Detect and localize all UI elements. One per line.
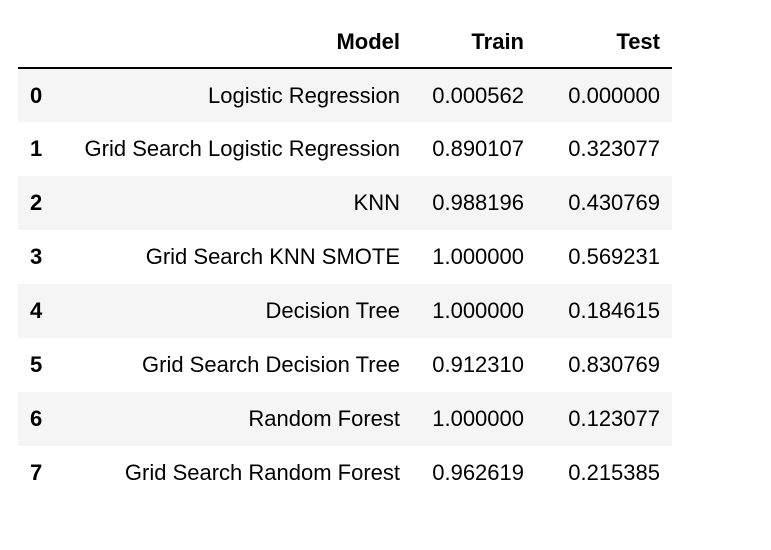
cell-train: 0.000562 bbox=[432, 82, 524, 108]
cell-model: Grid Search KNN SMOTE bbox=[145, 244, 400, 269]
cell-test: 0.000000 bbox=[568, 82, 660, 108]
row-index: 3 bbox=[30, 244, 43, 269]
cell-test: 0.569231 bbox=[568, 244, 660, 269]
table-header: Model Train Test bbox=[18, 16, 672, 69]
cell-train: 0.912310 bbox=[432, 352, 524, 377]
table-row: 7 Grid Search Random Forest 0.962619 0.2153… bbox=[18, 446, 672, 500]
header-model: Model bbox=[58, 16, 412, 69]
row-index: 4 bbox=[30, 298, 43, 323]
cell-model: Grid Search Decision Tree bbox=[142, 352, 400, 377]
cell-test: 0.215385 bbox=[568, 460, 660, 485]
cell-model: KNN bbox=[353, 190, 400, 215]
cell-test: 0.430769 bbox=[568, 190, 660, 215]
results-table: Model Train Test 0 Logistic Regression 0.0… bbox=[18, 16, 672, 500]
cell-test: 0.184615 bbox=[568, 298, 660, 323]
table-row: 0 Logistic Regression 0.000562 0.000000 bbox=[18, 68, 672, 122]
cell-train: 1.000000 bbox=[432, 244, 524, 269]
dataframe-output: Model Train Test 0 Logistic Regression 0.0… bbox=[18, 16, 672, 500]
header-train: Train bbox=[412, 16, 536, 69]
cell-model: Random Forest bbox=[248, 406, 400, 431]
cell-test: 0.123077 bbox=[568, 406, 660, 431]
table-row: 4 Decision Tree 1.000000 0.184615 bbox=[18, 284, 672, 338]
cell-train: 1.000000 bbox=[432, 298, 524, 323]
table-row: 2 KNN 0.988196 0.430769 bbox=[18, 176, 672, 230]
cell-model: Grid Search Random Forest bbox=[124, 460, 400, 485]
cell-model: Grid Search Logistic Regression bbox=[84, 136, 400, 161]
cell-train: 1.000000 bbox=[432, 406, 524, 431]
header-index bbox=[18, 16, 58, 69]
cell-train: 0.962619 bbox=[432, 460, 524, 485]
table-row: 5 Grid Search Decision Tree 0.912310 0.8307… bbox=[18, 338, 672, 392]
row-index: 7 bbox=[30, 460, 43, 485]
row-index: 2 bbox=[30, 190, 43, 215]
table-row: 1 Grid Search Logistic Regression 0.890107… bbox=[18, 122, 672, 176]
header-row: Model Train Test bbox=[18, 16, 672, 69]
cell-model: Decision Tree bbox=[265, 298, 400, 323]
cell-model: Logistic Regression bbox=[208, 82, 400, 108]
cell-train: 0.988196 bbox=[432, 190, 524, 215]
row-index: 0 bbox=[30, 82, 43, 108]
cell-test: 0.830769 bbox=[568, 352, 660, 377]
table-row: 6 Random Forest 1.000000 0.123077 bbox=[18, 392, 672, 446]
row-index: 5 bbox=[30, 352, 43, 377]
table-row: 3 Grid Search KNN SMOTE 1.000000 0.569231 bbox=[18, 230, 672, 284]
cell-test: 0.323077 bbox=[568, 136, 660, 161]
row-index: 1 bbox=[30, 136, 43, 161]
cell-train: 0.890107 bbox=[432, 136, 524, 161]
table-body: 0 Logistic Regression 0.000562 0.000000 1 Gri… bbox=[18, 68, 672, 500]
row-index: 6 bbox=[30, 406, 43, 431]
header-test: Test bbox=[536, 16, 672, 69]
